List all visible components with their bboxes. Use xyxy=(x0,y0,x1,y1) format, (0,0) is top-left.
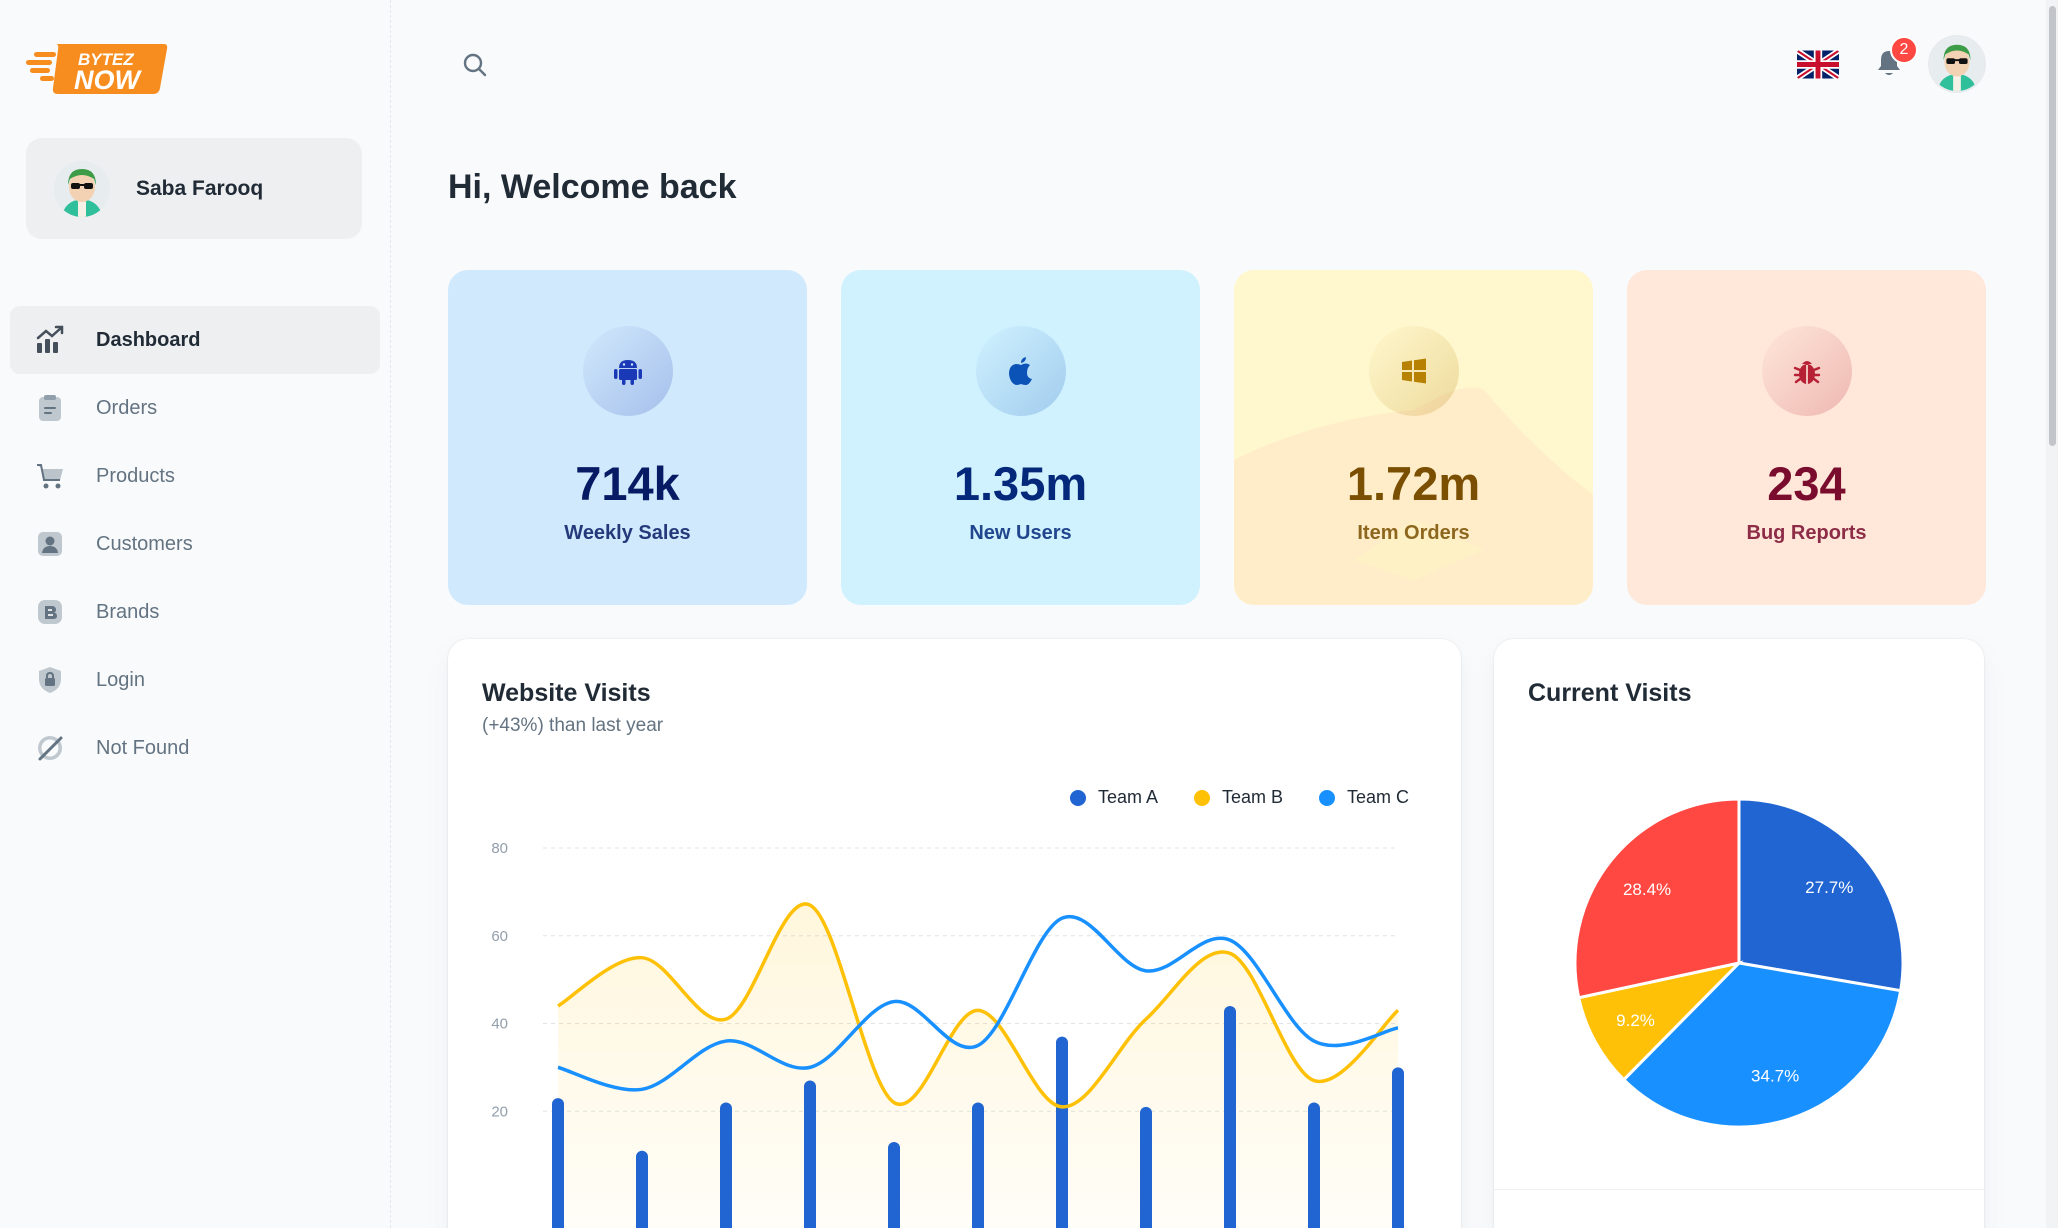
lock-icon xyxy=(34,664,66,696)
pie-slice xyxy=(1737,797,1905,993)
team-a-bar xyxy=(636,1150,648,1228)
current-visits-card: Current Visits 27.7% 34.7% 9.2% 28.4% xyxy=(1494,639,1984,1228)
team-a-bar xyxy=(888,1141,900,1228)
search-icon xyxy=(463,53,487,77)
svg-text:NOW: NOW xyxy=(74,65,143,95)
search-button[interactable] xyxy=(458,48,492,82)
team-a-bar xyxy=(1056,1036,1068,1228)
stat-label: New Users xyxy=(969,522,1072,544)
avatar xyxy=(54,160,110,217)
legend-team-c[interactable]: Team C xyxy=(1319,787,1409,808)
sidebar-item-label: Products xyxy=(96,464,175,487)
card-title: Website Visits xyxy=(482,679,651,707)
bytez-now-logo[interactable]: BYTEZ NOW xyxy=(26,38,168,98)
pie-slice xyxy=(1621,961,1903,1129)
team-b-area xyxy=(558,904,1398,1228)
legend-label: Team A xyxy=(1098,787,1159,807)
y-tick-label: 40 xyxy=(491,1016,508,1033)
legend-team-b[interactable]: Team B xyxy=(1194,787,1283,808)
stat-label: Item Orders xyxy=(1357,522,1470,544)
legend-team-a[interactable]: Team A xyxy=(1070,787,1158,808)
team-a-bar xyxy=(1224,1005,1236,1228)
legend-label: Team B xyxy=(1222,787,1284,807)
sidebar-item-label: Brands xyxy=(96,600,160,623)
stat-card-new-users: 1.35m New Users xyxy=(841,270,1200,605)
account-avatar-button[interactable] xyxy=(1928,35,1986,93)
sidebar-item-customers[interactable]: Customers xyxy=(10,510,380,578)
sidebar: BYTEZ NOW Saba Farooq xyxy=(0,0,391,1228)
y-tick-label: 20 xyxy=(491,1103,508,1120)
stat-card-bug-reports: 234 Bug Reports xyxy=(1627,270,1986,605)
uk-flag-icon xyxy=(1797,50,1839,79)
pie-slice-label: 27.7% xyxy=(1805,878,1853,897)
legend-label: Team C xyxy=(1347,787,1410,807)
divider xyxy=(1494,1189,1984,1190)
card-title: Current Visits xyxy=(1528,679,1692,707)
analytics-icon xyxy=(34,324,66,356)
sidebar-nav: Dashboard Orders xyxy=(10,306,380,782)
decorative-shape xyxy=(1234,387,1593,605)
current-visits-pie-chart: 27.7% 34.7% 9.2% 28.4% xyxy=(1573,797,1905,1129)
page-title: Hi, Welcome back xyxy=(448,168,737,206)
team-a-bar xyxy=(1392,1067,1404,1228)
legend-dot xyxy=(1194,789,1210,806)
team-c-line xyxy=(557,914,1399,1092)
team-a-bar xyxy=(1140,1106,1152,1228)
sidebar-item-brands[interactable]: Brands xyxy=(10,578,380,646)
account-card[interactable]: Saba Farooq xyxy=(26,138,362,239)
stat-value: 234 xyxy=(1767,457,1846,510)
stat-value: 1.35m xyxy=(953,457,1088,510)
card-subtitle: (+43%) than last year xyxy=(482,715,664,736)
team-a-bar xyxy=(552,1098,564,1228)
svg-text:BYTEZ: BYTEZ xyxy=(78,50,134,69)
stat-value: 1.72m xyxy=(1346,457,1481,510)
sidebar-item-label: Orders xyxy=(96,396,158,419)
scrollbar-thumb[interactable] xyxy=(2049,6,2056,446)
y-tick-label: 60 xyxy=(491,928,508,945)
sidebar-item-login[interactable]: Login xyxy=(10,646,380,714)
block-icon xyxy=(34,732,66,764)
pie-slice xyxy=(1576,960,1744,1082)
stat-card-weekly-sales: 714k Weekly Sales xyxy=(448,270,807,605)
team-a-bar xyxy=(804,1080,816,1228)
sidebar-item-dashboard[interactable]: Dashboard xyxy=(10,306,380,374)
website-visits-card: Website Visits (+43%) than last year Tea… xyxy=(448,639,1461,1228)
stat-card-item-orders: 1.72m Item Orders xyxy=(1234,270,1593,605)
team-a-bar xyxy=(1308,1102,1320,1228)
pie-slice-label: 34.7% xyxy=(1751,1066,1799,1085)
cart-icon xyxy=(34,460,66,492)
bug-icon xyxy=(1761,326,1852,416)
android-icon xyxy=(582,326,673,416)
brand-icon xyxy=(34,596,66,628)
avatar xyxy=(1930,37,1984,91)
sidebar-item-label: Customers xyxy=(96,532,193,555)
language-flag-button[interactable] xyxy=(1797,50,1839,79)
website-visits-chart: 20 40 60 80 xyxy=(491,840,1404,1228)
clipboard-icon xyxy=(34,392,66,424)
sidebar-item-label: Login xyxy=(96,668,145,691)
stat-value: 714k xyxy=(575,457,680,510)
pie-slice-label: 9.2% xyxy=(1616,1011,1655,1030)
pie-slice-label: 28.4% xyxy=(1623,880,1671,899)
team-a-bar xyxy=(972,1102,984,1228)
legend-dot xyxy=(1319,789,1335,806)
stat-label: Weekly Sales xyxy=(564,522,691,544)
team-b-line xyxy=(557,902,1400,1109)
windows-icon xyxy=(1368,326,1459,416)
sidebar-item-not-found[interactable]: Not Found xyxy=(10,714,380,782)
sidebar-item-label: Dashboard xyxy=(96,328,201,351)
sidebar-item-products[interactable]: Products xyxy=(10,442,380,510)
apple-icon xyxy=(975,326,1066,416)
account-name: Saba Farooq xyxy=(136,176,264,200)
person-icon xyxy=(34,528,66,560)
y-tick-label: 80 xyxy=(491,840,508,857)
stat-label: Bug Reports xyxy=(1746,522,1867,544)
notification-count-badge: 2 xyxy=(1890,36,1918,64)
pie-slice xyxy=(1573,797,1741,1000)
team-a-bar xyxy=(720,1102,732,1228)
legend-dot xyxy=(1070,789,1086,806)
sidebar-item-label: Not Found xyxy=(96,736,190,759)
sidebar-item-orders[interactable]: Orders xyxy=(10,374,380,442)
